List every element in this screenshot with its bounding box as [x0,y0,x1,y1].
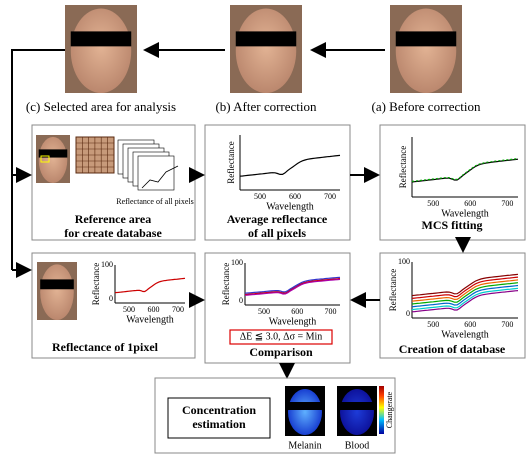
x-tick-label: 500 [254,192,266,201]
note: Reflectance of all pixels [116,197,194,206]
map-face [288,389,322,435]
face [71,9,131,93]
x-tick-label: 700 [324,192,336,201]
diagram: (c) Selected area for analysis (b) After … [0,0,531,454]
x-label: Wavelength [126,314,174,325]
curve [115,278,185,292]
y-tick-label: 0 [239,296,243,305]
pixel-sheet [138,156,174,190]
colorbar [379,386,384,434]
x-label: Wavelength [441,329,489,340]
panel-title: Reflectance of 1pixel [52,340,159,354]
map-label: Blood [345,440,369,451]
panel-title: of all pixels [248,226,306,240]
y-label: Reflectance [226,141,236,183]
y-label: Reflectance [388,269,398,311]
x-tick-label: 600 [148,305,160,314]
x-tick-label: 600 [291,307,303,316]
image-caption: (b) After correction [215,99,317,114]
x-tick-label: 700 [501,320,513,329]
y-label: Reflectance [91,263,101,305]
eye-bar [339,402,375,410]
y-tick-label: 100 [231,258,243,267]
y-tick-label: 0 [406,309,410,318]
face [40,264,74,320]
y-tick-label: 100 [398,257,410,266]
x-tick-label: 700 [325,307,337,316]
face [236,9,296,93]
y-tick-label: 100 [101,260,113,269]
y-label: Reflectance [221,263,231,305]
x-tick-label: 500 [427,199,439,208]
y-tick-label: 0 [109,294,113,303]
panel-title: for create database [64,226,162,240]
panel-title: Reference area [75,212,152,226]
panel-title: Average reflectance [227,212,328,226]
panel-title: Creation of database [399,342,506,356]
x-tick-label: 500 [258,307,270,316]
x-tick-label: 700 [501,199,513,208]
eye-bar [40,279,74,289]
colorbar-label: Changerate [385,391,394,428]
image-caption: (c) Selected area for analysis [26,99,176,114]
x-tick-label: 500 [123,305,135,314]
x-tick-label: 600 [464,320,476,329]
face [39,137,68,183]
eye-bar [236,31,296,46]
face [396,9,456,93]
eye-bar [287,402,323,410]
x-label: Wavelength [266,201,314,212]
x-tick-label: 700 [172,305,184,314]
x-tick-label: 600 [289,192,301,201]
map-label: Melanin [288,440,321,451]
curve [240,155,340,176]
formula: ΔE ≦ 3.0, Δσ = Min [240,331,323,342]
y-label: Reflectance [398,146,408,188]
estimation-title: Concentration [182,403,256,417]
estimation-title: estimation [192,417,246,431]
panel-title: MCS fitting [422,218,483,232]
image-caption: (a) Before correction [372,99,481,114]
curve [412,159,518,182]
map-face [340,389,374,435]
panel-title: Comparison [249,345,313,359]
curve [412,159,518,182]
x-label: Wavelength [269,316,317,327]
eye-bar [71,31,131,46]
eye-bar [396,31,456,46]
x-tick-label: 600 [464,199,476,208]
x-tick-label: 500 [427,320,439,329]
